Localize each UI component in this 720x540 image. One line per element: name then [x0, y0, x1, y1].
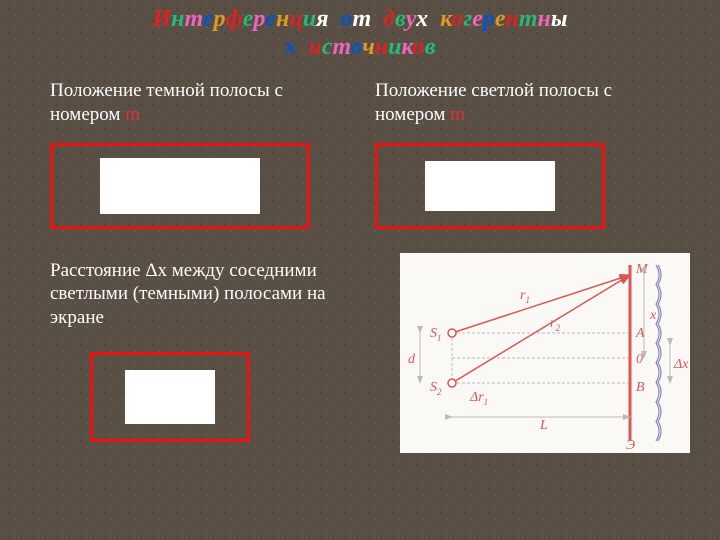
svg-text:Δr1: Δr1 [469, 390, 488, 407]
bright-fringe-formula-frame [375, 143, 605, 229]
distance-formula-placeholder [125, 370, 215, 424]
dark-fringe-block: Положение темной полосы с номером m [50, 79, 335, 229]
svg-text:0: 0 [636, 352, 643, 367]
distance-text: Расстояние Δх между соседними светлыми (… [50, 259, 380, 330]
bottom-row: Расстояние Δх между соседними светлыми (… [0, 259, 720, 453]
svg-text:M: M [635, 262, 649, 277]
dark-fringe-label: Положение темной полосы с номером m [50, 79, 335, 127]
dark-fringe-formula-frame [50, 143, 310, 229]
distance-formula-frame [90, 352, 250, 442]
svg-text:S2: S2 [430, 380, 442, 397]
svg-text:L: L [539, 418, 548, 433]
interference-diagram: r1r2S1S2dMA0BΔr1LЭxΔx [400, 253, 690, 453]
svg-text:d: d [408, 352, 416, 367]
slide-title: Интерференция от двух когерентных источн… [0, 0, 720, 61]
top-columns: Положение темной полосы с номером m Поло… [0, 79, 720, 229]
bright-fringe-label: Положение светлой полосы с номером m [375, 79, 660, 127]
dark-fringe-formula-placeholder [100, 158, 260, 214]
dark-fringe-text: Положение темной полосы с номером [50, 80, 283, 125]
svg-text:S1: S1 [430, 326, 442, 343]
bright-fringe-formula-placeholder [425, 161, 555, 211]
svg-text:Э: Э [626, 438, 635, 453]
svg-text:Δx: Δx [673, 357, 689, 372]
svg-text:r1: r1 [520, 288, 530, 305]
bright-fringe-block: Положение светлой полосы с номером m [375, 79, 660, 229]
distance-block: Расстояние Δх между соседними светлыми (… [50, 259, 380, 453]
dark-fringe-m: m [125, 104, 140, 125]
svg-text:B: B [636, 380, 645, 395]
bright-fringe-text: Положение светлой полосы с номером [375, 80, 612, 125]
svg-text:x: x [649, 308, 657, 323]
bright-fringe-m: m [450, 104, 465, 125]
